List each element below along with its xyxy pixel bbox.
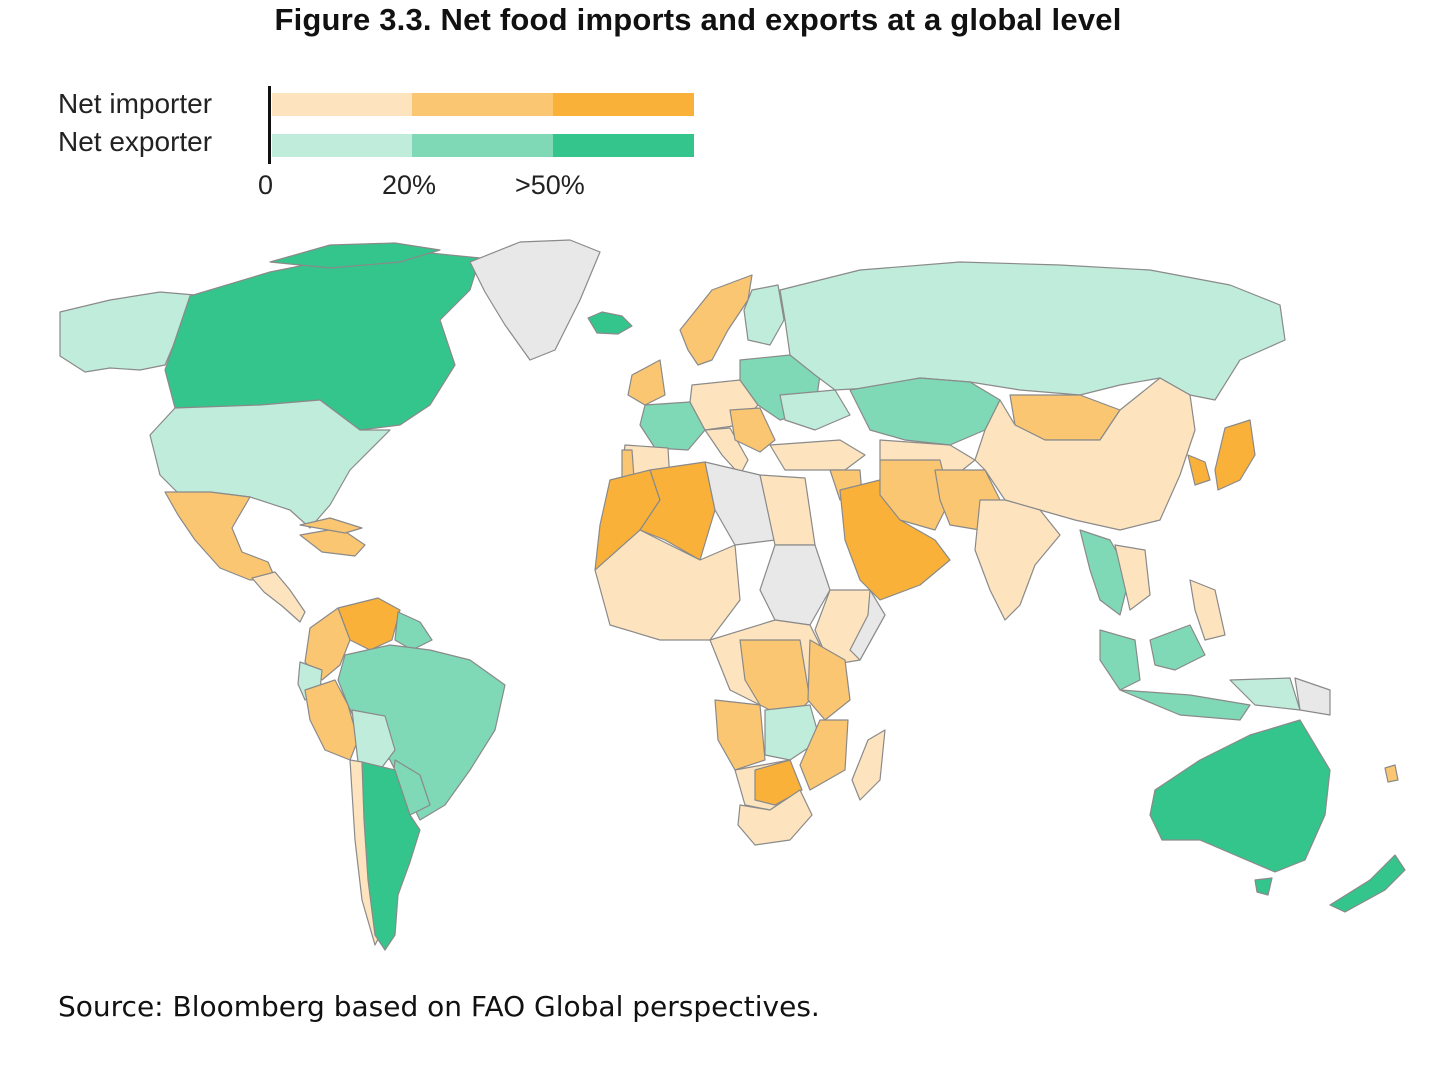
turkey (769, 439, 866, 471)
mexico (164, 491, 276, 581)
source-note: Source: Bloomberg based on FAO Global pe… (58, 990, 820, 1023)
legend-importer-low (272, 93, 412, 116)
central-america (251, 571, 306, 623)
east-africa (807, 639, 851, 721)
legend-exporter-mid (412, 134, 553, 157)
ukraine (779, 389, 851, 431)
somalia (849, 589, 886, 661)
alaska (59, 291, 196, 373)
legend-tick-20: 20% (382, 170, 437, 200)
vietnam-etc (1114, 544, 1151, 611)
legend-label-importer: Net importer (58, 88, 213, 119)
libya (704, 461, 776, 546)
australia (1149, 719, 1331, 873)
uk-ireland (627, 359, 666, 406)
finland (743, 284, 785, 346)
legend-importer-high (553, 93, 694, 116)
west-africa (594, 529, 741, 641)
zambia-zimbabwe (764, 704, 821, 761)
legend: Net importer Net exporter 0 20% >50% (0, 0, 720, 215)
kazakhstan (849, 377, 1001, 446)
guianas (394, 611, 433, 651)
madagascar (851, 729, 886, 801)
cuba (299, 517, 363, 534)
tasmania (1254, 877, 1273, 896)
legend-tick-50: >50% (515, 170, 585, 200)
iceland (587, 311, 633, 335)
legend-tick-0: 0 (258, 170, 274, 200)
balkans (729, 407, 776, 453)
china (974, 377, 1196, 531)
south-africa (737, 789, 813, 846)
caribbean (299, 527, 366, 557)
colombia (304, 607, 351, 681)
legend-exporter-low (272, 134, 412, 157)
sudan (759, 544, 831, 626)
philippines (1189, 579, 1226, 641)
usa (149, 399, 391, 529)
russia (779, 261, 1286, 401)
malaysia-indonesia (1099, 624, 1251, 721)
portugal (621, 449, 635, 479)
mozambique (799, 719, 849, 791)
italy (704, 427, 749, 476)
canada-islands (269, 242, 441, 269)
papua (1294, 677, 1331, 716)
bolivia (351, 709, 396, 771)
peru (304, 679, 359, 761)
legend-axis (268, 86, 271, 164)
legend-label-exporter: Net exporter (58, 126, 213, 157)
myanmar-thailand (1079, 529, 1131, 616)
iran (879, 459, 951, 531)
pacific-islands (1384, 764, 1399, 783)
figure-title: Figure 3.3. Net food imports and exports… (274, 2, 1122, 37)
legend-exporter-high (553, 134, 694, 157)
argentina (361, 761, 421, 951)
angola (714, 699, 766, 771)
greenland (469, 239, 601, 361)
norway-sweden (679, 274, 753, 366)
korea-japan (1187, 419, 1256, 491)
world-map (59, 239, 1406, 951)
india (974, 499, 1061, 621)
legend-importer-mid (412, 93, 553, 116)
new-zealand (1329, 854, 1406, 913)
